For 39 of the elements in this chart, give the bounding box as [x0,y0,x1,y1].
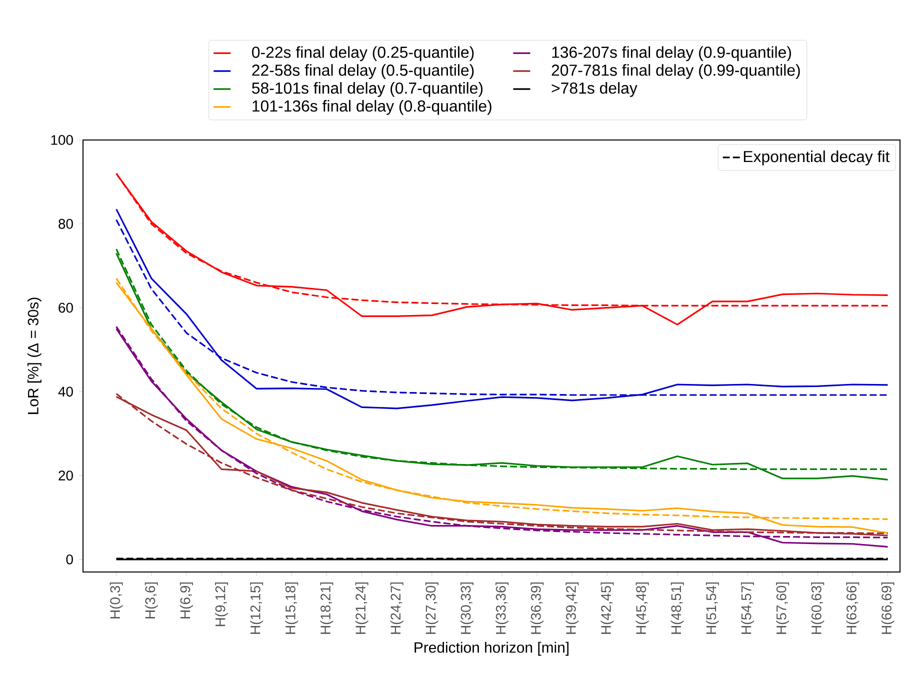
x-tick-label: H(21,24] [355,582,368,634]
x-tick-label: H(45,48] [636,582,649,634]
x-tick-label: H(18,21] [320,582,334,634]
x-tick-label: H(63,66] [846,582,860,634]
legend-label: 0-22s final delay (0.25-quantile) [252,46,474,62]
x-tick-label: H(51,54] [706,582,719,634]
x-tick-label: H(30,33] [460,582,474,634]
legend-label: 136-207s final delay (0.9-quantile) [552,46,791,62]
legend-label: 207-781s final delay (0.99-quantile) [552,64,800,79]
x-tick-label: H(15,18] [285,582,298,634]
x-axis-title: Prediction horizon [min] [414,642,568,656]
legend-label: Exponential decay fit [744,150,890,166]
x-tick-label: H(66,69] [881,582,894,634]
y-tick-label: 80 [58,218,73,229]
x-tick-label: H(24,27] [390,582,404,634]
y-tick-label: 60 [58,302,73,313]
x-tick-label: H(33,36] [496,582,509,634]
legend-label: >781s delay [552,82,638,97]
x-tick-label: H(54,57] [740,582,754,634]
y-tick-label: 20 [58,470,73,480]
x-tick-label: H(39,42] [566,582,579,634]
x-tick-label: H(0,3] [110,582,123,618]
x-tick-label: H(3,6] [144,582,158,618]
x-tick-label: H(48,51] [670,582,684,634]
x-tick-label: H(12,15] [250,582,264,634]
y-tick-label: 0 [66,554,73,564]
x-tick-label: H(27,30] [425,582,438,634]
x-tick-label: H(9,12] [215,582,228,626]
x-tick-label: H(57,60] [776,582,790,634]
x-tick-label: H(42,45] [600,582,614,634]
y-tick-label: 40 [58,386,73,397]
x-tick-label: H(6,9] [180,582,193,618]
x-tick-label: H(36,39] [530,582,544,634]
legend-label: 101-136s final delay (0.8-quantile) [252,100,492,115]
y-tick-label: 100 [51,135,73,145]
legend-label: 58-101s final delay (0.7-quantile) [252,82,483,97]
y-axis-title: LoR [%] (Δ = 30s) [27,298,42,414]
legend-label: 22-58s final delay (0.5-quantile) [252,64,474,79]
x-tick-label: H(60,63] [811,582,824,634]
